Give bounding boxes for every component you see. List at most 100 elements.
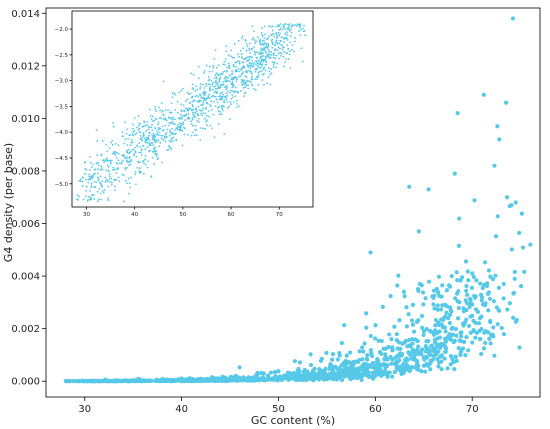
main-data-point [496,308,501,313]
inset-data-point [225,92,228,95]
inset-data-point [144,163,147,166]
main-data-point [252,376,257,382]
inset-data-point [248,47,251,50]
main-data-point [373,323,378,328]
inset-data-point [95,181,98,183]
main-data-point [511,315,516,320]
inset-data-point [207,76,210,78]
inset-data-point [201,104,204,107]
inset-data-point [213,76,216,79]
inset-data-point [136,145,139,148]
main-data-point [469,285,475,290]
inset-data-point [110,159,113,162]
inset-data-point [82,177,85,179]
inset-data-point [111,139,114,142]
inset-data-point [129,163,132,166]
inset-data-point [117,176,120,179]
main-data-point [463,352,468,358]
inset-data-point [228,64,230,67]
main-data-point [294,375,299,380]
main-data-point [450,325,455,330]
main-x-tick-label: 70 [466,404,479,415]
main-data-point [439,294,444,299]
main-data-point [370,376,376,381]
inset-data-point [92,173,95,176]
inset-data-point [233,56,236,59]
inset-data-point [162,80,165,83]
inset-data-point [170,137,173,140]
main-data-point [452,171,457,176]
main-data-point [517,345,522,350]
main-data-point [494,305,499,310]
main-data-point [458,330,463,336]
inset-data-point [175,139,178,142]
inset-data-point [271,43,274,46]
inset-data-point [214,74,217,76]
main-data-point [482,330,487,335]
inset-data-point [229,74,231,77]
main-data-point [471,274,476,279]
inset-data-point [176,128,179,131]
inset-data-point [194,124,197,127]
inset-data-point [241,61,244,64]
inset-data-point [170,148,173,151]
inset-data-point [223,133,226,135]
inset-data-point [126,182,128,185]
inset-data-point [219,77,221,80]
main-data-point [138,378,143,383]
inset-data-point [272,63,275,66]
main-data-point [438,354,443,359]
main-data-point [347,367,353,373]
inset-data-point [138,151,140,154]
inset-data-point [172,140,174,142]
main-data-point [448,354,454,359]
inset-data-point [152,138,154,141]
main-y-tick-label: 0.010 [11,114,40,125]
inset-data-point [223,101,226,104]
inset-data-point [93,180,96,183]
inset-data-point [135,155,138,158]
inset-data-point [233,76,236,79]
inset-data-point [273,61,276,64]
inset-data-point [183,133,186,136]
inset-data-point [235,70,238,73]
inset-data-point [239,90,242,92]
main-x-tick-label: 60 [369,404,382,415]
main-data-point [351,363,356,368]
inset-points [76,23,307,203]
inset-data-point [168,139,171,142]
inset-data-point [199,127,202,129]
main-data-point [295,368,300,373]
inset-data-point [178,118,181,120]
inset-data-point [220,105,223,108]
main-data-point [376,367,381,372]
inset-data-point [134,171,137,173]
inset-data-point [283,23,286,26]
inset-data-point [242,83,245,86]
main-data-point [473,335,478,340]
main-data-point [426,187,431,192]
main-data-point [486,330,491,335]
inset-data-point [265,52,267,54]
inset-data-point [255,68,258,71]
inset-data-point [215,72,218,74]
inset-data-point [232,96,234,99]
main-data-point [337,353,342,358]
inset-data-point [107,170,110,173]
main-data-point [388,294,393,299]
inset-data-point [181,123,184,126]
inset-data-point [242,47,244,50]
inset-data-point [163,137,166,140]
inset-data-point [95,162,98,165]
inset-data-point [199,83,202,85]
main-data-point [348,375,353,380]
inset-data-point [193,134,196,137]
inset-y-tick-label: −2.0 [55,27,69,33]
inset-data-point [224,78,227,81]
inset-data-point [208,78,211,81]
inset-data-point [259,67,262,69]
main-data-point [452,366,457,372]
main-data-point [67,379,72,384]
inset-data-point [196,112,199,115]
inset-data-point [244,40,247,42]
